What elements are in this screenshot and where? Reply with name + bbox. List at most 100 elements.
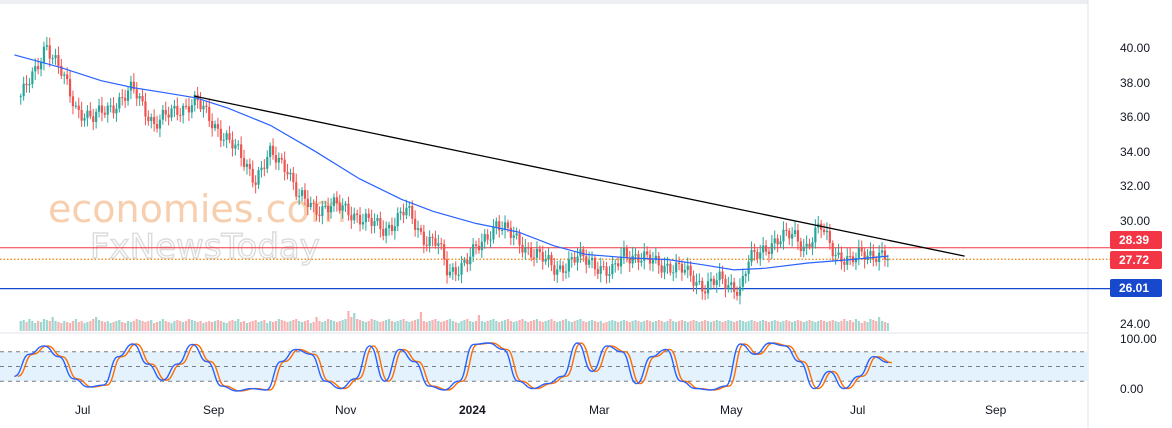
candle-body: [358, 214, 362, 225]
candle-body: [704, 291, 707, 294]
candle-body: [95, 111, 98, 122]
volume-bar: [303, 321, 307, 331]
volume-bar: [289, 321, 292, 331]
volume-bar: [100, 321, 104, 331]
volume-bar: [422, 321, 425, 331]
volume-bar: [147, 321, 150, 331]
volume-bar: [878, 317, 881, 331]
volume-bar: [358, 320, 362, 331]
volume-bar: [182, 322, 185, 331]
volume-bar: [747, 321, 750, 331]
volume-bar: [605, 322, 608, 331]
candle-body: [161, 109, 164, 120]
volume-bar: [298, 321, 301, 331]
y-tick-label: 38.00: [1120, 76, 1150, 90]
candle-body: [498, 221, 501, 231]
candle-body: [805, 243, 808, 247]
x-tick-label: Sep: [203, 403, 225, 417]
candle-body: [344, 203, 347, 206]
volume-bar: [448, 319, 452, 331]
candle-body: [184, 105, 188, 107]
volume-bar: [34, 323, 37, 331]
candle-body: [802, 246, 805, 252]
volume-bar: [373, 320, 376, 331]
volume-bar: [57, 322, 60, 331]
candle-body: [225, 133, 228, 140]
last-price-tag: [1110, 251, 1162, 269]
candle-body: [422, 231, 425, 245]
candle-body: [709, 278, 713, 282]
candle-body: [260, 167, 263, 171]
volume-bar: [376, 321, 379, 331]
volume-bar: [582, 321, 585, 331]
candle-body: [338, 203, 341, 211]
candle-body: [602, 266, 605, 268]
volume-bar: [469, 321, 472, 331]
volume-bar: [677, 321, 681, 331]
candle-body: [796, 230, 800, 242]
volume-bar: [370, 319, 373, 331]
volume-bar: [89, 321, 92, 331]
candle-body: [680, 263, 684, 273]
candle-body: [289, 172, 292, 175]
candle-body: [619, 256, 623, 267]
candle-body: [445, 259, 449, 276]
candle-body: [71, 96, 75, 107]
volume-bar: [234, 321, 237, 331]
volume-bar: [680, 320, 684, 331]
volume-bar: [405, 321, 408, 331]
volume-bar: [68, 323, 72, 331]
candle-body: [83, 118, 86, 121]
candle-body: [115, 108, 118, 114]
candle-body: [747, 261, 750, 274]
volume-bar: [715, 320, 718, 331]
volume-bar: [849, 320, 852, 331]
candle-body: [532, 257, 536, 259]
candle-body: [524, 247, 527, 253]
y-tick-label: 40.00: [1120, 41, 1150, 55]
candle-body: [727, 284, 730, 289]
volume-bar: [211, 322, 214, 331]
volume-bar: [738, 320, 742, 331]
candle-body: [22, 83, 25, 97]
volume-bar: [440, 322, 443, 331]
volume-bar: [300, 322, 304, 331]
volume-bar: [460, 321, 463, 331]
candle-body: [295, 182, 298, 197]
volume-bar: [480, 321, 483, 331]
volume-bar: [822, 321, 826, 331]
candle-body: [756, 251, 759, 259]
volume-bar: [329, 320, 333, 331]
candle-body: [663, 265, 666, 273]
volume-bars: [19, 311, 889, 331]
volume-bar: [115, 321, 118, 331]
volume-bar: [869, 319, 872, 331]
candle-body: [144, 101, 147, 117]
candle-body: [193, 94, 196, 106]
candle-body: [559, 265, 562, 270]
volume-bar: [530, 321, 533, 331]
volume-bar: [588, 321, 591, 331]
volume-bar: [396, 321, 399, 331]
candle-body: [669, 263, 672, 273]
volume-bar: [74, 319, 77, 331]
candle-body: [327, 205, 330, 213]
volume-bar: [851, 322, 855, 331]
candle-body: [846, 256, 849, 265]
candle-body: [440, 243, 443, 245]
candle-body: [550, 254, 553, 266]
volume-bar: [199, 321, 202, 331]
volume-bar: [672, 321, 675, 331]
candle-body: [672, 272, 675, 274]
volume-bar: [724, 321, 727, 331]
volume-bar: [324, 321, 327, 331]
candle-body: [585, 256, 588, 265]
volume-bar: [486, 321, 489, 331]
candle-body: [599, 266, 602, 274]
candle-body: [286, 171, 289, 175]
candle-body: [860, 248, 863, 252]
volume-bar: [857, 321, 860, 331]
candle-body: [495, 221, 498, 227]
volume-bar: [286, 322, 289, 331]
resistance-tag: [1110, 231, 1162, 249]
